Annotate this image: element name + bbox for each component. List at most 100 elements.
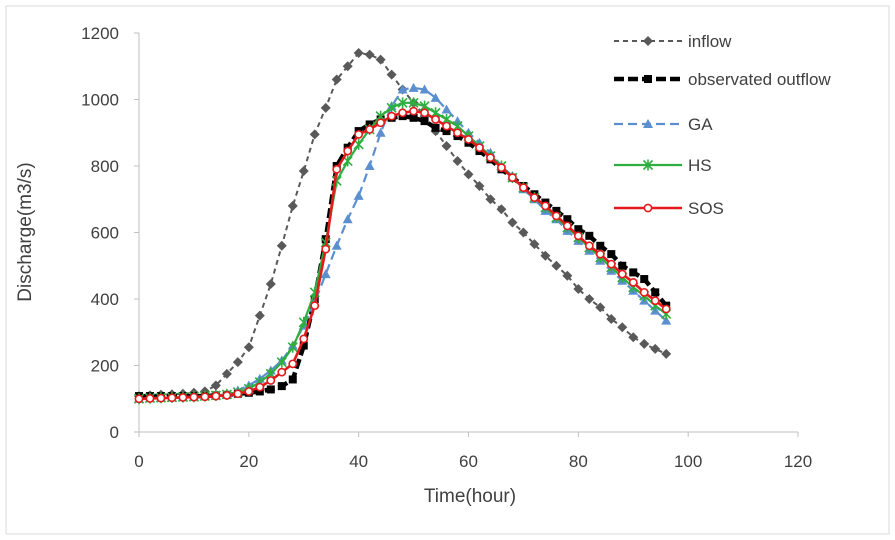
data-point [178,393,188,402]
data-point [442,121,451,131]
data-point [397,97,408,109]
data-point [640,275,649,284]
data-point [156,393,166,403]
data-point [464,134,473,144]
data-point [397,84,408,94]
y-tick-label: 0 [110,423,119,442]
data-point [453,128,462,138]
data-point [287,200,298,211]
data-point [200,392,210,402]
data-point [431,123,440,132]
data-point [595,302,606,313]
data-point [244,387,254,396]
axes-layer: 0 200 400 600 800 1000 1200 0 20 40 60 80 100 120 [81,24,812,471]
legend-swatch-marker [643,36,653,46]
data-point [650,296,660,306]
data-point [299,341,308,350]
y-tick-label: 800 [91,157,119,176]
data-point [332,164,342,174]
data-point [661,348,672,359]
data-point [409,113,418,122]
data-point [519,183,528,193]
data-point [629,268,638,277]
data-point [375,54,386,65]
data-point [232,357,243,368]
data-point [463,169,474,180]
legend-label: GA [688,115,713,134]
data-point [310,301,320,311]
y-axis-title: Discharge(m3/s) [15,162,36,301]
data-point [618,261,627,270]
data-point [254,310,265,321]
data-point [617,322,628,333]
legend-item: SOS [614,199,724,218]
data-point [386,102,397,114]
legend-item: inflow [614,32,732,51]
data-point [409,106,418,116]
data-point [573,231,583,241]
data-point [266,376,276,385]
data-point [365,125,375,134]
data-point [243,342,254,353]
data-point [562,221,572,231]
legend-label: observated outflow [688,70,831,89]
data-point [607,250,616,259]
data-point [420,117,429,126]
data-point [265,279,276,290]
data-point [442,127,451,136]
legend-swatch-marker [643,119,653,128]
data-point [585,231,594,240]
data-point [661,304,671,314]
data-point [540,250,551,261]
data-point [441,141,452,152]
y-tick-label: 1200 [81,24,119,43]
data-point [288,359,298,369]
data-point [584,241,594,251]
data-point [298,165,309,176]
data-point [628,277,638,287]
x-tick-label: 80 [569,452,588,471]
data-point [452,156,463,167]
data-point [562,270,573,281]
data-point [408,97,419,109]
legend-label: SOS [688,199,724,218]
data-point [419,84,430,94]
data-point [551,211,561,221]
data-point [287,341,298,353]
data-point [299,334,309,344]
data-point [233,389,243,399]
data-point [497,163,506,173]
data-point [563,215,572,224]
data-point [276,356,287,368]
data-point [386,69,397,80]
data-point [364,161,375,170]
data-point [320,269,331,279]
data-point [331,240,342,250]
legend-item: observated outflow [614,70,831,89]
legend: inflow observated outflow GA HS SOS [614,32,831,218]
data-point [331,74,342,85]
data-point [321,244,331,254]
data-point [420,108,429,118]
legend-item: GA [614,115,713,134]
data-point [375,127,386,137]
data-point [650,343,661,354]
data-point [431,115,440,124]
data-point [277,382,286,391]
x-tick-label: 0 [134,452,143,471]
x-tick-label: 100 [674,452,702,471]
data-point [661,315,672,325]
data-point [210,380,221,391]
data-point [617,269,627,279]
data-point [507,217,518,228]
data-point [309,129,320,140]
data-point [343,146,353,156]
data-point [596,241,605,250]
data-point [342,214,353,224]
data-point [364,49,375,60]
data-point [189,392,199,402]
series-SOS [134,106,671,404]
data-point [651,288,660,297]
data-point [486,153,495,163]
